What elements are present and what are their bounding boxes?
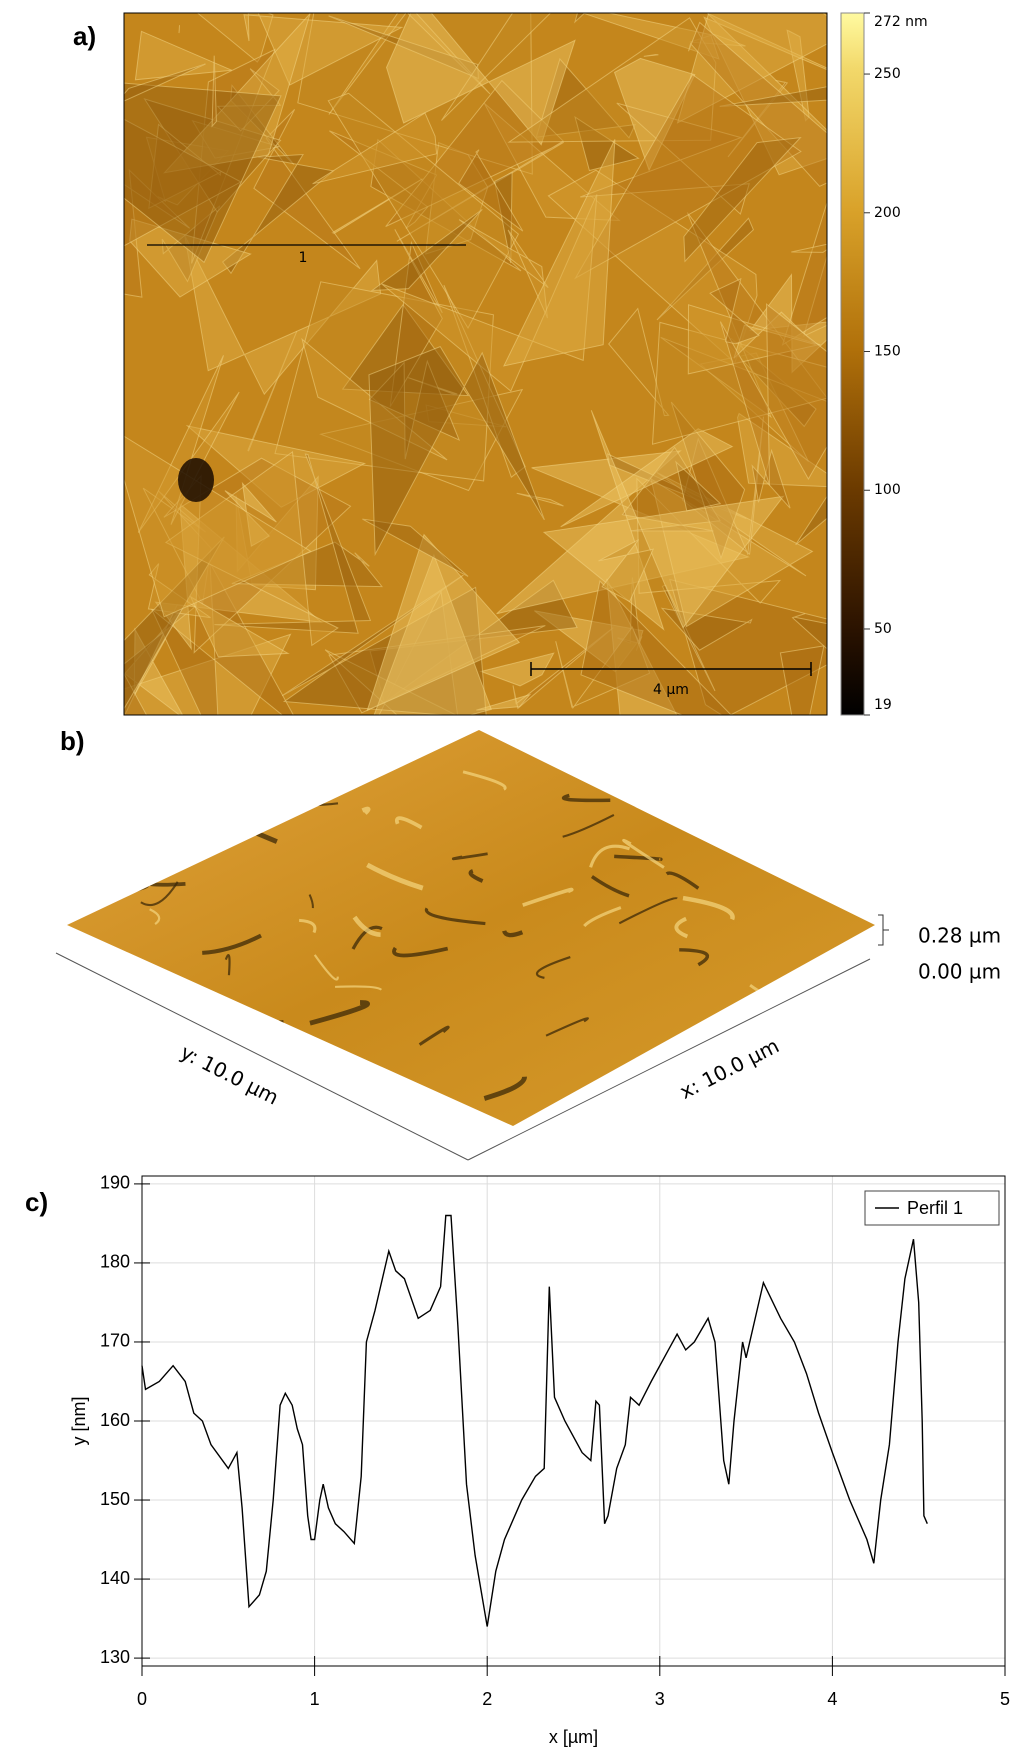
x-tick-label: 5: [1000, 1689, 1010, 1709]
panel-label: b): [60, 726, 85, 756]
y-tick-label: 190: [100, 1173, 130, 1193]
crack: [640, 1057, 648, 1077]
y-tick-label: 160: [100, 1410, 130, 1430]
panel-label: a): [73, 21, 96, 51]
y-tick-label: 150: [100, 1489, 130, 1509]
x-tick-label: 1: [310, 1689, 320, 1709]
z-bracket: [878, 915, 889, 945]
colorbar-tick-label: 200: [874, 205, 901, 221]
y-tick-label: 130: [100, 1647, 130, 1667]
colorbar-tick-label: 19: [874, 697, 892, 713]
scale-bar-label: 4 µm: [653, 682, 689, 698]
panel-label: c): [25, 1187, 48, 1217]
x-tick-label: 0: [137, 1689, 147, 1709]
colorbar-tick-label: 272 nm: [874, 14, 928, 30]
crack: [662, 1046, 672, 1052]
y-tick-label: 140: [100, 1568, 130, 1588]
crack: [172, 1010, 228, 1031]
colorbar-tick-label: 100: [874, 482, 901, 498]
figure: a) b) c) 1 4 µm 0.28 µm 0.00 µm y: 10.0 …: [0, 0, 1017, 1758]
colorbar-tick-label: 150: [874, 344, 901, 360]
x-tick-label: 3: [655, 1689, 665, 1709]
crack: [758, 749, 761, 761]
y-tick-label: 170: [100, 1331, 130, 1351]
afm-flake: [179, 25, 180, 33]
legend-label: Perfil 1: [907, 1198, 963, 1218]
x-axis-3d-label: x: 10.0 µm: [676, 1033, 783, 1103]
y-tick-label: 180: [100, 1252, 130, 1272]
y-axis-3d-label: y: 10.0 µm: [177, 1040, 283, 1110]
profile-label: 1: [299, 250, 308, 266]
crack: [133, 1028, 154, 1036]
x-axis-label: x [µm]: [549, 1727, 598, 1747]
z-max-label: 0.28 µm: [918, 924, 1001, 948]
x-tick-label: 2: [482, 1689, 492, 1709]
crack: [810, 845, 862, 870]
crack: [152, 775, 187, 782]
crack: [228, 1022, 284, 1024]
z-min-label: 0.00 µm: [918, 960, 1001, 984]
x-tick-label: 4: [827, 1689, 837, 1709]
colorbar-tick-label: 250: [874, 66, 901, 82]
crack: [141, 840, 195, 851]
crack: [626, 783, 677, 800]
colorbar-tick-label: 50: [874, 621, 892, 637]
y-axis-label: y [nm]: [69, 1396, 89, 1445]
crack: [212, 814, 266, 824]
colorbar: [841, 13, 864, 715]
afm-pit: [178, 458, 214, 502]
crack: [651, 796, 704, 821]
crack: [221, 818, 277, 842]
profile-chart: 130 140 150 160 170 180 190 0 1 2 3 4 5 x [µm] y [nm] P…: [69, 1173, 1010, 1747]
crack: [123, 885, 147, 890]
